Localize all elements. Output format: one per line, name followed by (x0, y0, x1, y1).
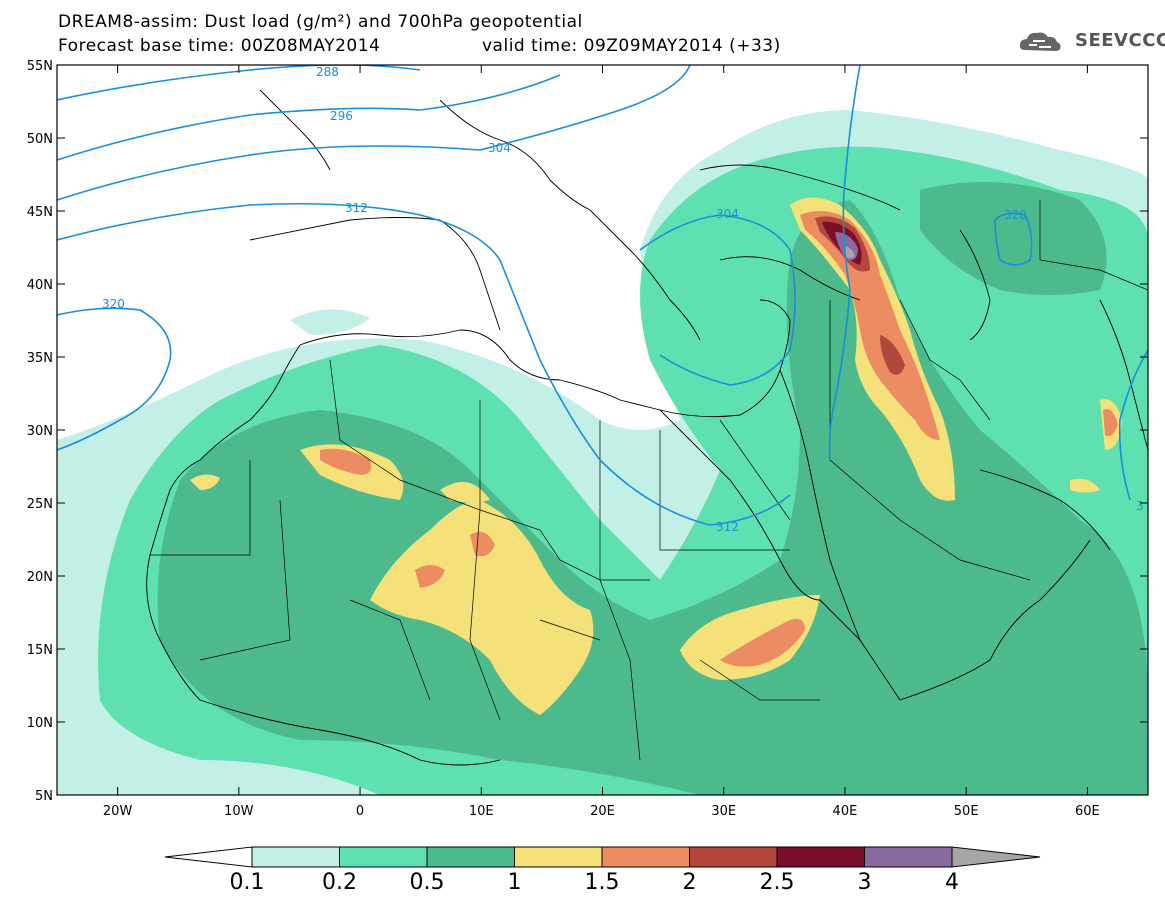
lon-tick-label: 30E (711, 804, 736, 819)
colorbar-swatch (864, 846, 953, 868)
lat-tick-label: 25N (27, 497, 53, 512)
colorbar-label: 2.5 (759, 870, 795, 895)
lat-tick-label: 10N (27, 716, 53, 731)
colorbar-label: 0.1 (229, 870, 265, 895)
colorbar-swatch (339, 846, 428, 868)
colorbar-swatch (689, 846, 778, 868)
lon-tick-label: 50E (954, 804, 979, 819)
colorbar-low-arrow (164, 846, 253, 868)
colorbar-label: 1.5 (584, 870, 620, 895)
contour-labels: 288 296 304 312 320 304 312 320 3 (102, 65, 1144, 534)
lon-tick-label: 60E (1075, 804, 1100, 819)
cloud-icon (1019, 32, 1061, 51)
longitude-axis: 20W 10W 0 10E 20E 30E 40E 50E 60E (103, 65, 1100, 819)
lat-tick-label: 45N (27, 205, 53, 220)
logo-text: SEEVCCC (1075, 30, 1165, 51)
lon-tick-label: 10W (224, 804, 254, 819)
lat-tick-label: 55N (27, 59, 53, 74)
contour-label-304-east: 304 (716, 207, 739, 221)
lat-tick-label: 30N (27, 424, 53, 439)
colorbar-swatch (251, 846, 340, 868)
contour-label-312: 312 (345, 201, 368, 215)
colorbar-label: 1 (507, 870, 522, 895)
lat-tick-label: 20N (27, 570, 53, 585)
borders (150, 200, 1148, 761)
contour-label-296: 296 (330, 109, 353, 123)
colorbar-high-arrow (951, 846, 1041, 868)
lon-tick-label: 10E (469, 804, 494, 819)
forecast-base-time: Forecast base time: 00Z08MAY2014 (58, 36, 381, 56)
contour-label-320-east: 320 (1004, 208, 1027, 222)
lat-tick-label: 40N (27, 278, 53, 293)
colorbar-swatch (601, 846, 690, 868)
lat-tick-label: 35N (27, 351, 53, 366)
map-title: DREAM8-assim: Dust load (g/m²) and 700hP… (58, 12, 583, 32)
colorbar-label: 0.5 (409, 870, 445, 895)
valid-time: valid time: 09Z09MAY2014 (+33) (482, 36, 781, 56)
coastlines (146, 89, 1148, 766)
lon-tick-label: 40E (833, 804, 858, 819)
lon-tick-label: 0 (356, 804, 364, 819)
dust-field (57, 65, 1148, 795)
lat-tick-label: 15N (27, 643, 53, 658)
colorbar (164, 846, 1041, 868)
contour-label-288: 288 (316, 65, 339, 79)
colorbar-label: 0.2 (322, 870, 357, 895)
latitude-axis: 55N 50N 45N 40N 35N 30N 25N 20N 15N 10N 5N (27, 59, 1148, 804)
colorbar-swatch (514, 846, 603, 868)
colorbar-label: 2 (682, 870, 697, 895)
contour-label-320: 320 (102, 297, 125, 311)
lon-tick-label: 20E (590, 804, 615, 819)
contour-label-edge: 3 (1136, 499, 1144, 513)
colorbar-label: 4 (945, 870, 959, 895)
lon-tick-label: 20W (103, 804, 133, 819)
colorbar-swatch (776, 846, 865, 868)
contour-label-312-east: 312 (716, 520, 739, 534)
lat-tick-label: 5N (35, 789, 53, 804)
lat-tick-label: 50N (27, 132, 53, 147)
geopotential-contours (57, 65, 1148, 526)
contour-label-304: 304 (488, 141, 511, 155)
colorbar-swatch (426, 846, 515, 868)
colorbar-label: 3 (857, 870, 872, 895)
